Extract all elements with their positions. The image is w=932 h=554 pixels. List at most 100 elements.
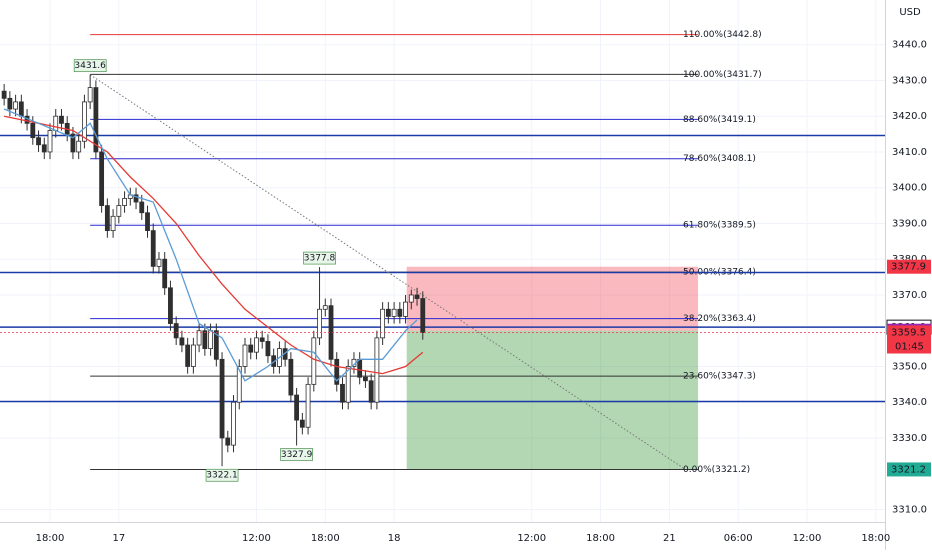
candle-body [288,358,294,396]
x-tick-label: 21 [663,533,676,544]
price-label: 3359.5 [891,328,926,339]
candle-body [219,358,225,439]
candle-body [93,87,99,153]
moving-average [3,108,418,382]
fib-label: 38.20%(3363.4) [683,314,756,324]
candle-body [242,344,248,367]
candle-body [139,201,145,214]
candle-body [168,287,173,324]
candle-body [299,419,305,428]
x-tick-label: 18 [388,533,401,544]
y-tick-label: 3350.0 [892,361,927,372]
fib-label: 110.00%(3442.8) [683,30,762,40]
price-label: 3321.2 [891,464,926,475]
y-tick-label: 3330.0 [892,433,927,444]
target-zone [406,330,699,470]
countdown-box [887,339,931,354]
candle-body [196,330,202,346]
candle-body [36,137,41,146]
candle-body [374,337,380,403]
candle-body [185,344,191,367]
candle-body [391,308,397,317]
candle-body [190,344,196,367]
candle-body [305,383,311,428]
candle-body [340,383,345,403]
candle-body [345,366,351,403]
point-label-box [280,448,313,461]
candle-body [294,394,300,421]
candle-body [1,90,7,99]
candle-body [18,101,24,117]
price-label-box [887,462,931,477]
fib-label: 61.80%(3389.5) [683,221,756,231]
point-label-box [73,59,107,73]
candle-body [104,205,110,232]
candle-body [397,308,403,317]
fib-label: 88.60%(3419.1) [683,115,756,125]
point-label-box [303,251,336,265]
y-tick-label: 3390.0 [892,218,927,229]
x-tick-label: 12:00 [793,533,822,544]
y-tick-label: 3310.0 [892,504,927,515]
candle-body [254,337,259,353]
candle-body [225,437,231,446]
x-tick-label: 18:00 [861,533,890,544]
fib-label: 0.00%(3321.2) [683,465,750,475]
candle-body [145,212,150,232]
candle-body [322,305,328,310]
candle-body [317,308,322,339]
candle-body [53,115,59,131]
candle-body [99,151,105,206]
candle-body [380,308,386,339]
price-label-box [887,259,931,274]
candle-body [414,294,420,299]
candle-body [334,358,340,385]
candle-body [236,366,242,403]
point-label: 3431.6 [74,61,106,71]
candle-body [7,97,13,110]
candle-body [150,230,156,267]
y-tick-label: 3410.0 [892,147,927,158]
candle-body [403,301,408,317]
candle-body [202,330,208,349]
candle-body [87,87,93,103]
x-tick-label: 18:00 [586,533,615,544]
candle-body [122,198,127,206]
candle-body [116,205,122,217]
fib-label: 100.00%(3431.7) [683,70,762,80]
currency: USD [899,7,921,18]
y-tick-label: 3420.0 [892,111,927,122]
y-tick-label: 3430.0 [892,75,927,86]
candle-body [248,344,254,353]
countdown: 01:45 [895,342,924,353]
y-tick-label: 3380.0 [892,254,927,265]
candle-body [265,341,271,357]
x-tick-label: 18:00 [36,533,65,544]
candle-body [173,323,179,339]
candle-body [76,140,82,153]
candle-body [408,294,414,303]
y-tick-label: 3370.0 [892,290,927,301]
candle-body [420,298,426,333]
candle-body [70,133,76,153]
candle-body [259,337,265,342]
candle-body [208,330,213,349]
plot: 110.00%(3442.8) 100.00%(3431.7) 88.60%(341… [0,30,885,482]
price-label: 3377.9 [891,262,926,273]
candle-body [213,330,219,360]
stop-zone [406,266,699,331]
y-tick-label: 3400.0 [892,183,927,194]
point-label-box [205,468,239,482]
x-tick-label: 12:00 [517,533,546,544]
fib-label: 78.60%(3408.1) [683,154,756,164]
candle-body [82,101,87,142]
candle-body [357,358,363,378]
candle-body [162,258,168,289]
candle-body [231,401,236,446]
point-label: 3377.8 [304,254,336,264]
x-tick-label: 17 [112,533,125,544]
candle-body [363,376,368,382]
